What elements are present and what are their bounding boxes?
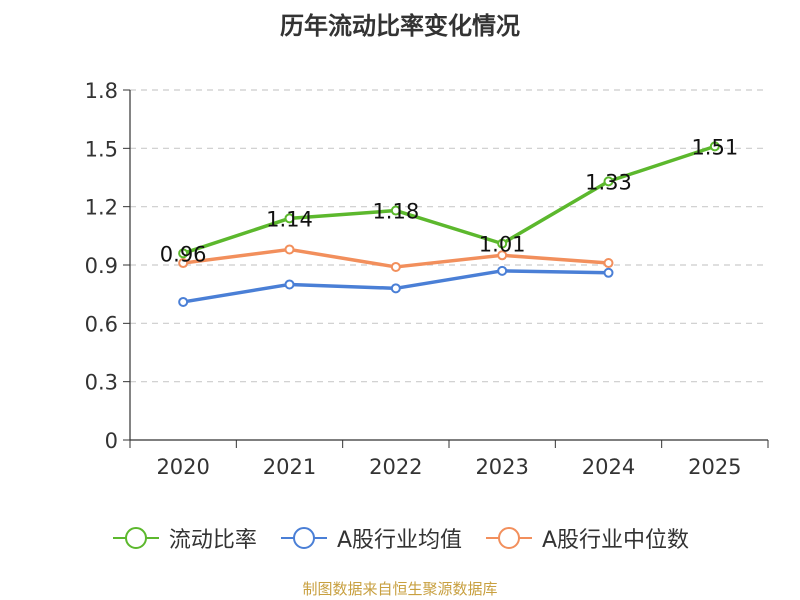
data-point: [178, 248, 189, 259]
y-tick-label: 1.5: [85, 137, 118, 161]
legend-label: A股行业中位数: [542, 528, 690, 553]
y-tick-label: 0: [105, 429, 118, 453]
data-point: [390, 261, 401, 272]
data-point: [603, 258, 614, 269]
data-point: [709, 141, 720, 152]
chart-title: 历年流动比率变化情况: [280, 12, 520, 40]
data-point: [497, 238, 508, 249]
x-tick-label: 2020: [156, 455, 209, 479]
data-point: [284, 244, 295, 255]
data-point: [497, 250, 508, 261]
data-label: 1.51: [691, 135, 738, 159]
data-point: [284, 279, 295, 290]
legend-item[interactable]: 流动比率: [111, 522, 257, 554]
series-line-0: [182, 144, 716, 255]
y-tick-label: 0.3: [85, 371, 118, 395]
data-point: [178, 296, 189, 307]
data-point: [497, 265, 508, 276]
data-point: [390, 283, 401, 294]
data-label: 1.18: [372, 200, 419, 224]
data-label: 0.96: [160, 242, 207, 266]
legend-label: 流动比率: [168, 528, 257, 553]
legend-line-marker-icon: [486, 527, 532, 549]
data-point: [603, 267, 614, 278]
data-label: 1.33: [585, 170, 632, 194]
x-tick-label: 2022: [369, 455, 422, 479]
legend-line-marker-icon: [112, 527, 159, 549]
data-label: 1.14: [266, 207, 313, 231]
y-tick-label: 1.8: [85, 79, 118, 103]
x-tick-label: 2023: [475, 455, 528, 479]
source-note: 制图数据来自恒生聚源数据库: [302, 580, 498, 598]
data-label: 1.01: [479, 233, 526, 257]
data-point: [603, 176, 614, 187]
data-point: [390, 205, 401, 216]
x-tick-label: 2025: [688, 455, 741, 479]
data-point: [178, 258, 189, 269]
y-tick-label: 0.6: [85, 312, 118, 336]
legend-label: A股行业均值: [336, 528, 462, 553]
data-point: [284, 213, 295, 224]
legend-item[interactable]: A股行业均值: [279, 522, 462, 554]
y-tick-label: 0.9: [85, 254, 118, 278]
legend-line-marker-icon: [280, 527, 327, 549]
legend: 流动比率 A股行业均值 A股行业中位数: [0, 520, 800, 556]
x-tick-label: 2024: [582, 455, 635, 479]
legend-item[interactable]: A股行业中位数: [484, 522, 689, 554]
x-tick-label: 2021: [263, 455, 316, 479]
y-tick-label: 1.2: [85, 196, 118, 220]
